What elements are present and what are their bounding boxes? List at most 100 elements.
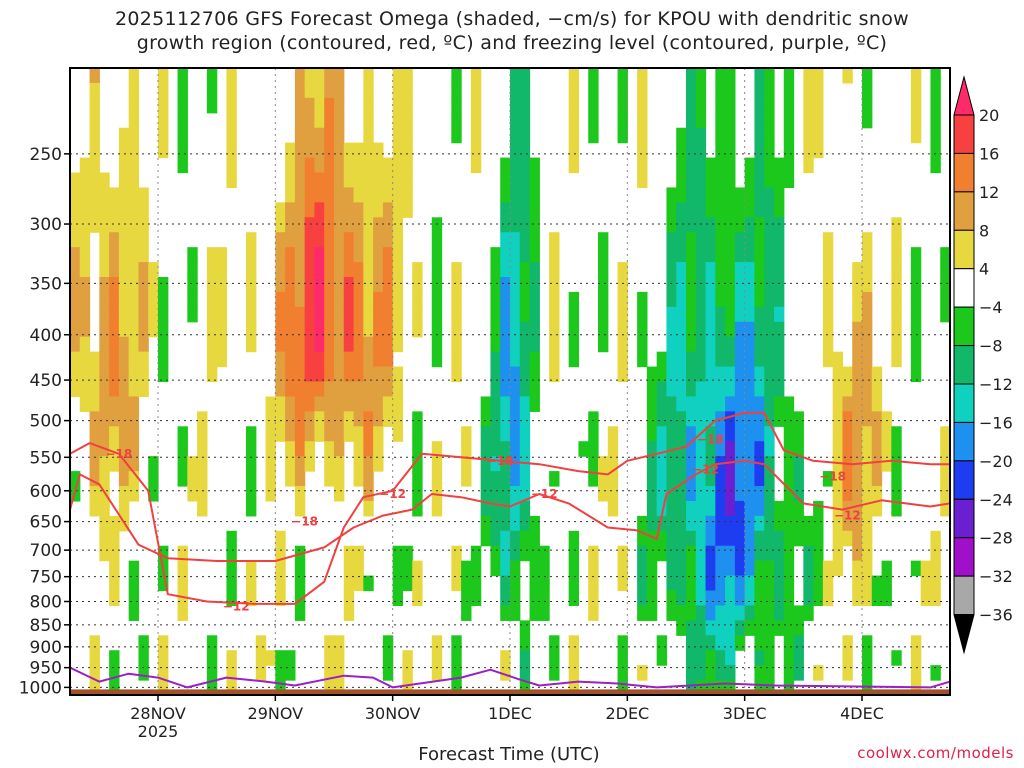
omega-cell (353, 172, 364, 189)
omega-cell (529, 187, 540, 203)
omega-cell (363, 351, 374, 368)
omega-cell (187, 277, 198, 293)
omega-cell (832, 486, 844, 502)
omega-cell (549, 306, 560, 323)
omega-cell (490, 336, 501, 353)
omega-cell (206, 680, 218, 695)
omega-cell (461, 575, 472, 592)
omega-cell (656, 650, 668, 666)
omega-cell (715, 351, 726, 368)
omega-cell (930, 157, 941, 174)
omega-cell (275, 351, 286, 368)
omega-cell (862, 590, 873, 607)
x-tick-label: 1DEC (488, 704, 532, 723)
omega-cell (715, 68, 726, 84)
omega-cell (686, 172, 697, 189)
omega-cell (314, 217, 325, 233)
omega-cell (725, 441, 736, 457)
omega-cell (285, 217, 296, 233)
omega-cell (118, 411, 130, 427)
omega-cell (500, 426, 511, 442)
omega-cell (392, 366, 404, 383)
omega-cell (304, 247, 316, 263)
omega-cell (519, 217, 531, 233)
omega-cell (510, 500, 521, 517)
omega-cell (930, 575, 941, 592)
omega-cell (705, 530, 716, 547)
omega-cell (920, 560, 932, 577)
omega-cell (275, 291, 286, 308)
omega-cell (392, 381, 404, 398)
omega-cell (910, 97, 922, 114)
omega-cell (285, 142, 296, 159)
omega-cell (285, 650, 296, 666)
omega-cell (793, 515, 804, 532)
omega-cell (940, 262, 950, 278)
omega-cell (666, 232, 677, 248)
omega-cell (451, 321, 462, 338)
omega-cell (529, 217, 540, 233)
omega-cell (588, 456, 599, 472)
omega-cell (734, 321, 746, 338)
omega-cell (334, 68, 345, 84)
omega-cell (832, 381, 844, 398)
omega-cell (774, 247, 785, 263)
omega-cell (226, 127, 237, 144)
omega-cell (128, 366, 140, 383)
omega-cell (725, 306, 736, 323)
omega-cell (206, 321, 218, 338)
omega-cell (617, 665, 628, 681)
omega-cell (246, 232, 257, 248)
omega-cell (783, 486, 795, 502)
omega-cell (666, 411, 677, 427)
omega-cell (519, 545, 531, 562)
omega-cell (285, 291, 296, 308)
omega-cell (666, 306, 677, 323)
omega-cell (529, 277, 540, 293)
omega-cell (285, 411, 296, 427)
omega-cell (695, 635, 707, 651)
omega-cell (744, 396, 756, 412)
omega-cell (275, 202, 286, 218)
omega-cell (334, 172, 345, 189)
contours: −18−12−18−12−18−12−18−12 −18−12 (70, 411, 950, 689)
omega-cell (656, 545, 668, 562)
omega-cell (500, 291, 511, 308)
omega-cell (353, 306, 364, 323)
omega-cell (334, 306, 345, 323)
omega-cell (734, 411, 746, 427)
omega-cell (79, 262, 91, 278)
omega-cell (764, 396, 775, 412)
omega-cell (89, 471, 100, 487)
omega-cell (461, 590, 472, 607)
omega-cell (676, 247, 687, 263)
omega-cell (363, 366, 374, 383)
y-tick-label: 600 (30, 482, 62, 502)
omega-cell (314, 68, 325, 84)
omega-cell (529, 530, 540, 547)
omega-cell (363, 291, 374, 308)
omega-cell (862, 247, 873, 263)
omega-cell (294, 411, 306, 427)
omega-cell (715, 82, 726, 99)
omega-cell (431, 291, 443, 308)
omega-cell (930, 127, 941, 144)
omega-cell (363, 396, 374, 412)
omega-cell (676, 396, 687, 412)
omega-cell (695, 277, 707, 293)
omega-cell (832, 471, 844, 487)
omega-cell (510, 336, 521, 353)
omega-cell (99, 515, 110, 532)
omega-cell (461, 426, 472, 442)
omega-cell (510, 456, 521, 472)
y-tick-label: 500 (30, 412, 62, 432)
omega-cell (216, 306, 228, 323)
credit-text[interactable]: coolwx.com/models (857, 744, 1014, 762)
omega-cell (128, 262, 140, 278)
omega-cell (725, 635, 736, 651)
omega-cell (246, 590, 257, 607)
omega-cell (910, 247, 922, 263)
omega-cell (686, 366, 697, 383)
omega-cell (705, 217, 716, 233)
